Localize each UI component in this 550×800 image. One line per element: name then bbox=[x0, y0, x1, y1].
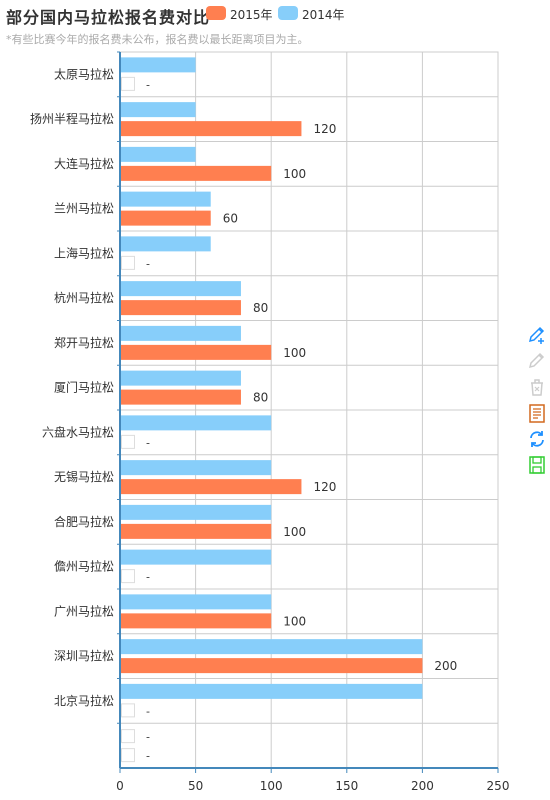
category-label-3: 兰州马拉松 bbox=[54, 201, 114, 216]
bar-2014-3 bbox=[120, 191, 211, 207]
x-tick-label-5: 250 bbox=[487, 779, 510, 793]
legend-swatch-2015 bbox=[206, 6, 226, 20]
data-label-2015-10: 100 bbox=[283, 525, 306, 539]
x-tick-label-2: 100 bbox=[260, 779, 283, 793]
data-label-2015-0: - bbox=[146, 78, 150, 91]
category-label-1: 扬州半程马拉松 bbox=[30, 111, 114, 126]
category-label-5: 杭州马拉松 bbox=[54, 290, 114, 305]
category-label-6: 郑开马拉松 bbox=[54, 335, 114, 350]
data-view-icon[interactable] bbox=[527, 403, 547, 423]
restore-icon[interactable] bbox=[527, 429, 547, 449]
legend-label-2015: 2015年 bbox=[230, 8, 273, 22]
bar-2015-2 bbox=[120, 165, 272, 181]
bar-2015-10 bbox=[120, 523, 272, 539]
data-label-2015-3: 60 bbox=[223, 212, 238, 226]
data-label-2015-13: 200 bbox=[434, 659, 457, 673]
bar-2015-6 bbox=[120, 344, 272, 360]
mark-clear-icon[interactable] bbox=[527, 377, 547, 397]
x-tick-label-1: 50 bbox=[188, 779, 203, 793]
category-label-2: 大连马拉松 bbox=[54, 156, 114, 171]
bar-2014-8 bbox=[120, 415, 272, 431]
data-label-2015-5: 80 bbox=[253, 301, 268, 315]
category-label-11: 儋州马拉松 bbox=[54, 559, 114, 574]
data-label-2015-8: - bbox=[146, 436, 150, 449]
bar-2015-9 bbox=[120, 479, 302, 495]
data-label-2015-6: 100 bbox=[283, 346, 306, 360]
data-label-2015-4: - bbox=[146, 257, 150, 270]
category-label-4: 上海马拉松 bbox=[54, 245, 114, 260]
bar-2014-9 bbox=[120, 460, 272, 476]
toolbox bbox=[527, 325, 547, 481]
bar-2015-13 bbox=[120, 658, 423, 674]
empty-bar-2015-8 bbox=[121, 434, 135, 449]
bar-2015-3 bbox=[120, 210, 211, 226]
category-label-14: 北京马拉松 bbox=[54, 693, 114, 708]
bar-2014-5 bbox=[120, 281, 241, 297]
legend-label-2014: 2014年 bbox=[302, 8, 345, 22]
bar-2014-11 bbox=[120, 549, 272, 565]
data-label-2015-7: 80 bbox=[253, 391, 268, 405]
category-label-8: 六盘水马拉松 bbox=[42, 424, 114, 439]
data-label-2015-12: 100 bbox=[283, 614, 306, 628]
data-label-2015-1: 120 bbox=[313, 122, 336, 136]
data-label-2015-14: - bbox=[146, 705, 150, 718]
mark-icon[interactable] bbox=[527, 325, 547, 345]
data-label-2015-15: - bbox=[146, 750, 150, 763]
category-label-0: 太原马拉松 bbox=[54, 66, 114, 81]
data-label-2015-2: 100 bbox=[283, 167, 306, 181]
empty-bar-2014-15 bbox=[121, 729, 135, 744]
empty-bar-2015-15 bbox=[121, 748, 135, 763]
x-tick-label-0: 0 bbox=[116, 779, 124, 793]
category-label-12: 广州马拉松 bbox=[54, 603, 114, 618]
category-label-7: 厦门马拉松 bbox=[54, 380, 114, 395]
bar-2015-5 bbox=[120, 300, 241, 316]
mark-undo-icon[interactable] bbox=[527, 351, 547, 371]
bar-2014-7 bbox=[120, 370, 241, 386]
category-label-9: 无锡马拉松 bbox=[54, 469, 114, 484]
bar-2014-6 bbox=[120, 325, 241, 341]
chart-subtitle: *有些比赛今年的报名费未公布，报名费以最长距离项目为主。 bbox=[6, 33, 309, 46]
x-tick-label-3: 150 bbox=[335, 779, 358, 793]
bar-2014-12 bbox=[120, 594, 272, 610]
bar-2014-14 bbox=[120, 683, 423, 699]
empty-bar-2015-0 bbox=[121, 76, 135, 91]
bar-2015-7 bbox=[120, 389, 241, 405]
bar-2015-1 bbox=[120, 121, 302, 137]
bar-2014-4 bbox=[120, 236, 211, 252]
empty-bar-2015-4 bbox=[121, 255, 135, 270]
data-label-2015-9: 120 bbox=[313, 480, 336, 494]
legend-swatch-2014 bbox=[278, 6, 298, 20]
bar-2014-10 bbox=[120, 504, 272, 520]
empty-bar-2015-14 bbox=[121, 703, 135, 718]
bar-2014-0 bbox=[120, 57, 196, 73]
bar-2014-2 bbox=[120, 146, 196, 162]
category-label-13: 深圳马拉松 bbox=[54, 648, 114, 663]
empty-bar-2015-11 bbox=[121, 569, 135, 584]
x-tick-label-4: 200 bbox=[411, 779, 434, 793]
save-image-icon[interactable] bbox=[527, 455, 547, 475]
bar-2015-12 bbox=[120, 613, 272, 629]
bar-2014-13 bbox=[120, 639, 423, 655]
bar-2014-1 bbox=[120, 102, 196, 118]
data-label-2015-11: - bbox=[146, 571, 150, 584]
chart-title: 部分国内马拉松报名费对比 bbox=[6, 8, 211, 27]
data-label-2014-15: - bbox=[146, 731, 150, 744]
category-label-10: 合肥马拉松 bbox=[54, 514, 114, 529]
